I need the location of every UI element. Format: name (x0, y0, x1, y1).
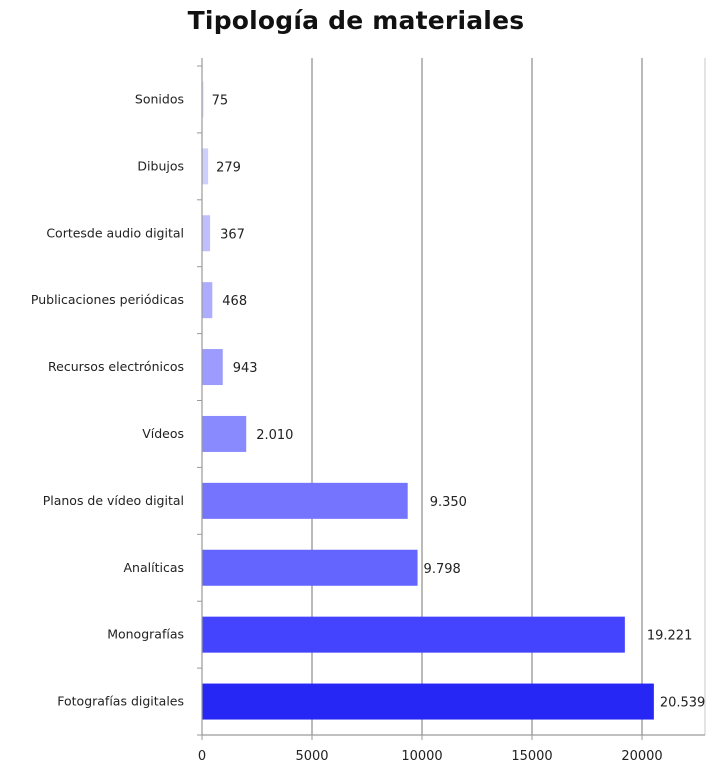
category-label-9: Fotografías digitales (57, 694, 184, 709)
value-label-7: 9.798 (424, 562, 461, 577)
value-label-9: 20.539 (660, 696, 706, 711)
value-label-2: 367 (220, 227, 245, 242)
x-tick-label-15000: 15000 (511, 749, 552, 764)
value-label-0: 75 (212, 93, 229, 108)
value-label-5: 2.010 (256, 428, 293, 443)
bar-3 (202, 282, 213, 319)
bar-8 (202, 616, 625, 653)
bars (202, 81, 654, 720)
bar-9 (202, 683, 654, 720)
category-label-5: Vídeos (142, 426, 184, 441)
category-label-0: Sonidos (135, 91, 184, 106)
x-tick-label-10000: 10000 (401, 749, 442, 764)
category-label-1: Dibujos (137, 158, 184, 173)
value-label-1: 279 (216, 160, 241, 175)
bar-0 (202, 81, 204, 118)
chart-title: Tipología de materiales (187, 6, 525, 35)
x-tick-label-5000: 5000 (295, 749, 328, 764)
bar-6 (202, 482, 408, 519)
bar-5 (202, 415, 247, 452)
category-label-7: Analíticas (124, 560, 185, 575)
bar-2 (202, 215, 211, 252)
category-label-2: Cortesde audio digital (46, 225, 184, 240)
x-tick-label-0: 0 (198, 749, 206, 764)
category-label-6: Planos de vídeo digital (43, 493, 184, 508)
category-label-4: Recursos electrónicos (48, 359, 184, 374)
bar-4 (202, 349, 223, 386)
value-label-6: 9.350 (430, 495, 467, 510)
value-label-8: 19.221 (647, 629, 693, 644)
bar-7 (202, 549, 418, 586)
axes (197, 58, 705, 740)
bar-1 (202, 148, 209, 185)
category-label-8: Monografías (107, 627, 184, 642)
value-label-4: 943 (233, 361, 258, 376)
category-label-3: Publicaciones periódicas (31, 292, 184, 307)
x-tick-label-20000: 20000 (621, 749, 662, 764)
labels: Sonidos 75 Dibujos 279 Cortesde audio digita… (31, 91, 705, 764)
value-label-3: 468 (222, 294, 247, 309)
